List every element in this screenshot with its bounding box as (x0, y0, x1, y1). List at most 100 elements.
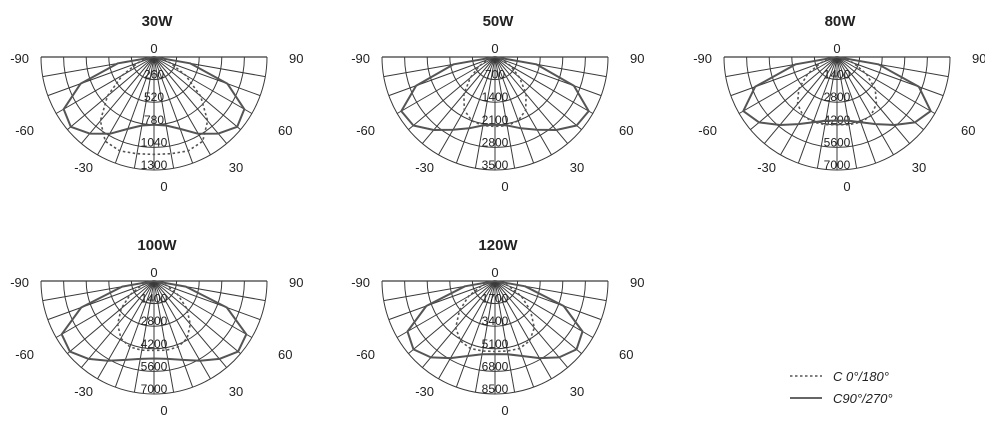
angle-label: 0 (501, 403, 508, 418)
angle-label: 60 (278, 347, 292, 362)
chart-title: 50W (483, 13, 515, 30)
grid-spoke (494, 280, 516, 393)
grid-spoke (97, 56, 155, 156)
grid-spoke (750, 56, 838, 131)
angle-label: -60 (15, 123, 34, 138)
angle-label: 0 (491, 41, 498, 56)
angle-label: -30 (74, 160, 93, 175)
curve-c0-180 (796, 56, 878, 126)
grid-spoke (396, 56, 496, 114)
angle-label: 0 (491, 265, 498, 280)
angle-label: -60 (356, 123, 375, 138)
angle-label: 30 (912, 160, 926, 175)
angle-label: 90 (630, 275, 644, 290)
grid-spoke (494, 280, 569, 368)
radial-label: 1400 (482, 90, 509, 104)
radial-label: 1700 (482, 292, 509, 306)
grid-spoke (97, 280, 155, 380)
grid-spoke (494, 280, 602, 321)
angle-label: 30 (229, 384, 243, 399)
legend-label-c90-270: C90°/270° (833, 391, 893, 406)
grid-spoke (153, 56, 175, 169)
angle-label: -60 (15, 347, 34, 362)
polar-chart-100W: 100W -90 -60 -30 0 0 30 60 90 1400 2800 4200 5600 700… (10, 237, 303, 418)
grid-spoke (836, 56, 944, 97)
chart-title: 120W (478, 237, 518, 254)
curve-c0-180 (116, 280, 192, 352)
grid-spoke (455, 56, 496, 164)
grid-spoke (67, 280, 155, 355)
grid-spoke (153, 280, 261, 321)
grid-spoke (47, 280, 155, 321)
grid-spoke (421, 280, 496, 368)
angle-label: -60 (356, 347, 375, 362)
angle-label: -60 (698, 123, 717, 138)
radial-label: 5600 (141, 359, 168, 373)
angle-label: 30 (229, 160, 243, 175)
grid-spoke (494, 56, 516, 169)
grid-spoke (153, 56, 228, 144)
radial-label: 2800 (141, 314, 168, 328)
radial-label: 520 (144, 90, 164, 104)
angle-label: 0 (501, 179, 508, 194)
angle-label: 60 (619, 347, 633, 362)
curve-c0-180 (99, 56, 209, 156)
grid-spoke (153, 56, 253, 114)
grid-spoke (153, 280, 211, 380)
grid-spoke (738, 56, 838, 114)
angle-label: 0 (160, 179, 167, 194)
grid-spoke (153, 56, 261, 97)
grid-spoke (153, 280, 175, 393)
grid-spoke (408, 280, 496, 355)
grid-spoke (494, 56, 582, 131)
curve-c90-270 (60, 280, 248, 362)
grid-spoke (153, 280, 253, 338)
grid-spoke (55, 280, 155, 338)
grid-spoke (153, 56, 211, 156)
radial-label: 260 (144, 68, 164, 82)
grid-spoke (153, 280, 241, 355)
radial-label: 7000 (141, 382, 168, 396)
grid-spoke (836, 56, 924, 131)
curve-c0-180 (454, 280, 536, 353)
grid-spoke (153, 56, 241, 131)
grid-spoke (55, 56, 155, 114)
radial-label: 1400 (824, 68, 851, 82)
angle-label: -90 (10, 51, 29, 66)
grid-spoke (438, 280, 496, 380)
legend-label-c0-180: C 0°/180° (833, 369, 889, 384)
grid-spoke (455, 280, 496, 388)
grid-spoke (730, 56, 838, 97)
grid-spoke (836, 56, 877, 164)
chart-title: 30W (142, 13, 174, 30)
grid-spoke (153, 280, 194, 388)
grid-spoke (836, 56, 911, 144)
grid-spoke (114, 56, 155, 164)
grid-spoke (47, 56, 155, 97)
grid-spoke (474, 56, 496, 169)
angle-label: -90 (351, 51, 370, 66)
grid-spoke (494, 56, 535, 164)
curve-c90-270 (406, 280, 584, 360)
polar-chart-30W: 30W -90 -60 -30 0 0 30 60 90 260 520 780 1040 1300 (10, 13, 303, 194)
grid-spoke (494, 56, 602, 97)
angle-label: -90 (351, 275, 370, 290)
grid-spoke (494, 280, 582, 355)
angle-label: -30 (415, 384, 434, 399)
grid-spoke (388, 56, 496, 97)
angle-label: 0 (843, 179, 850, 194)
grid-spoke (153, 280, 228, 368)
angle-label: 0 (160, 403, 167, 418)
angle-label: 60 (619, 123, 633, 138)
radial-label: 5100 (482, 337, 509, 351)
grid-spoke (494, 280, 594, 338)
grid-spoke (763, 56, 838, 144)
angle-label: 0 (833, 41, 840, 56)
angle-label: 0 (150, 41, 157, 56)
grid-spoke (494, 56, 594, 114)
radial-label: 1400 (141, 292, 168, 306)
grid-spoke (133, 280, 155, 393)
curve-c90-270 (400, 56, 590, 131)
